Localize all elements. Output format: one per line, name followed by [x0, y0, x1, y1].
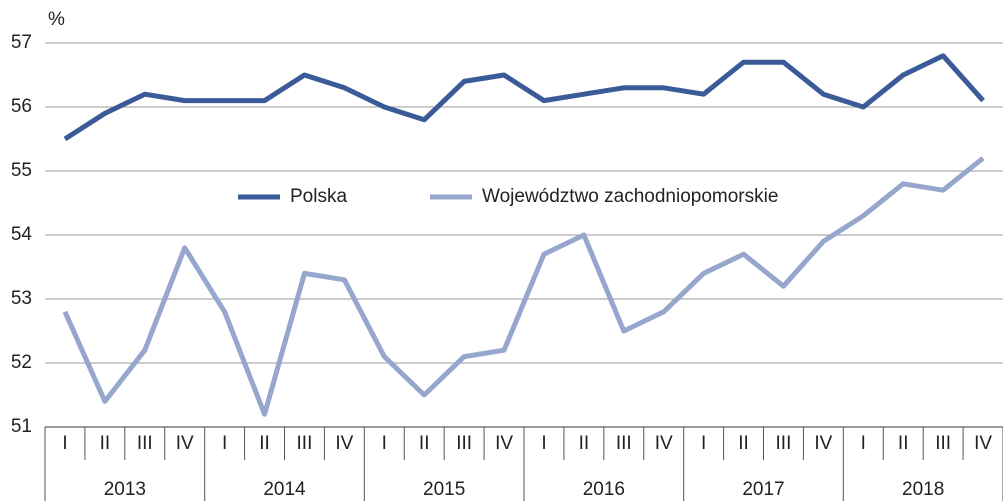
x-tick-label: III — [137, 433, 153, 454]
x-tick-label: III — [616, 433, 632, 454]
y-tick-label: 57 — [11, 32, 32, 53]
x-tick-label: IV — [655, 433, 673, 454]
year-label: 2018 — [902, 479, 944, 500]
y-tick-label: 52 — [11, 352, 32, 373]
x-tick-label: IV — [814, 433, 832, 454]
x-tick-label: I — [382, 433, 387, 454]
x-tick-label: I — [861, 433, 866, 454]
x-tick-label: IV — [176, 433, 194, 454]
year-label: 2013 — [104, 479, 146, 500]
y-tick-label: 56 — [11, 96, 32, 117]
x-tick-label: IV — [974, 433, 992, 454]
x-tick-label: III — [297, 433, 313, 454]
legend-label: Województwo zachodniopomorskie — [482, 186, 778, 207]
line-series — [63, 53, 985, 142]
x-tick-label: II — [100, 433, 111, 454]
y-tick-label: 53 — [11, 288, 32, 309]
x-tick-label: I — [541, 433, 546, 454]
x-tick-label: I — [62, 433, 67, 454]
x-tick-label: II — [259, 433, 270, 454]
year-label: 2015 — [423, 479, 465, 500]
year-label: 2017 — [742, 479, 784, 500]
x-tick-label: II — [738, 433, 749, 454]
x-tick-label: II — [419, 433, 430, 454]
x-tick-label: IV — [495, 433, 513, 454]
x-tick-label: I — [701, 433, 706, 454]
year-label: 2014 — [263, 479, 306, 500]
x-tick-label: IV — [335, 433, 353, 454]
x-tick-label: III — [456, 433, 472, 454]
x-tick-label: II — [898, 433, 909, 454]
y-unit: % — [48, 9, 65, 30]
y-tick-label: 51 — [11, 416, 32, 437]
x-tick-label: II — [579, 433, 590, 454]
x-tick-label: III — [935, 433, 951, 454]
line-series — [62, 156, 985, 417]
legend-label: Polska — [290, 186, 347, 207]
y-tick-label: 54 — [11, 224, 33, 245]
x-tick-label: I — [222, 433, 227, 454]
y-tick-label: 55 — [11, 160, 32, 181]
year-label: 2016 — [583, 479, 625, 500]
x-tick-label: III — [776, 433, 792, 454]
